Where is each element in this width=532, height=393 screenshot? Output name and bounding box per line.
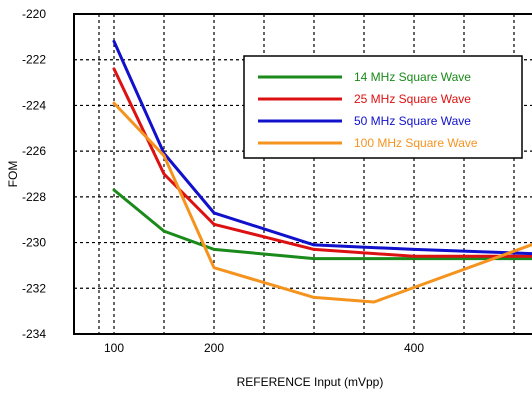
y-tick-label: -226 <box>22 144 46 158</box>
y-tick-label: -230 <box>22 236 46 250</box>
x-tick-label: 400 <box>404 341 424 355</box>
legend-box <box>243 55 523 159</box>
legend-label: 14 MHz Square Wave <box>354 70 471 84</box>
y-tick-label: -232 <box>22 281 46 295</box>
y-tick-label: -222 <box>22 53 46 67</box>
series-line <box>112 101 532 304</box>
y-tick-label: -224 <box>22 98 46 112</box>
series-layer <box>112 39 532 304</box>
legend-label: 50 MHz Square Wave <box>354 114 471 128</box>
x-tick-labels: 100 200 400 <box>104 341 424 355</box>
series-line <box>112 39 532 256</box>
y-tick-label: -234 <box>22 327 46 341</box>
y-tick-label: -228 <box>22 190 46 204</box>
y-tick-label: -220 <box>22 7 46 21</box>
plot-frame <box>73 13 532 335</box>
x-tick-label: 100 <box>104 341 124 355</box>
legend: 14 MHz Square Wave 25 MHz Square Wave 50 M… <box>243 55 523 159</box>
legend-entries: 14 MHz Square Wave 25 MHz Square Wave 50 M… <box>258 70 478 150</box>
series-line <box>112 188 532 261</box>
series-line <box>112 67 532 258</box>
x-axis-label: REFERENCE Input (mVpp) <box>237 375 384 389</box>
y-axis-label: FOM <box>6 161 20 188</box>
legend-label: 100 MHz Square Wave <box>354 136 478 150</box>
x-tick-label: 200 <box>204 341 224 355</box>
y-tick-labels: -234 -232 -230 -228 -226 -224 -222 -220 <box>22 7 46 341</box>
legend-label: 25 MHz Square Wave <box>354 92 471 106</box>
